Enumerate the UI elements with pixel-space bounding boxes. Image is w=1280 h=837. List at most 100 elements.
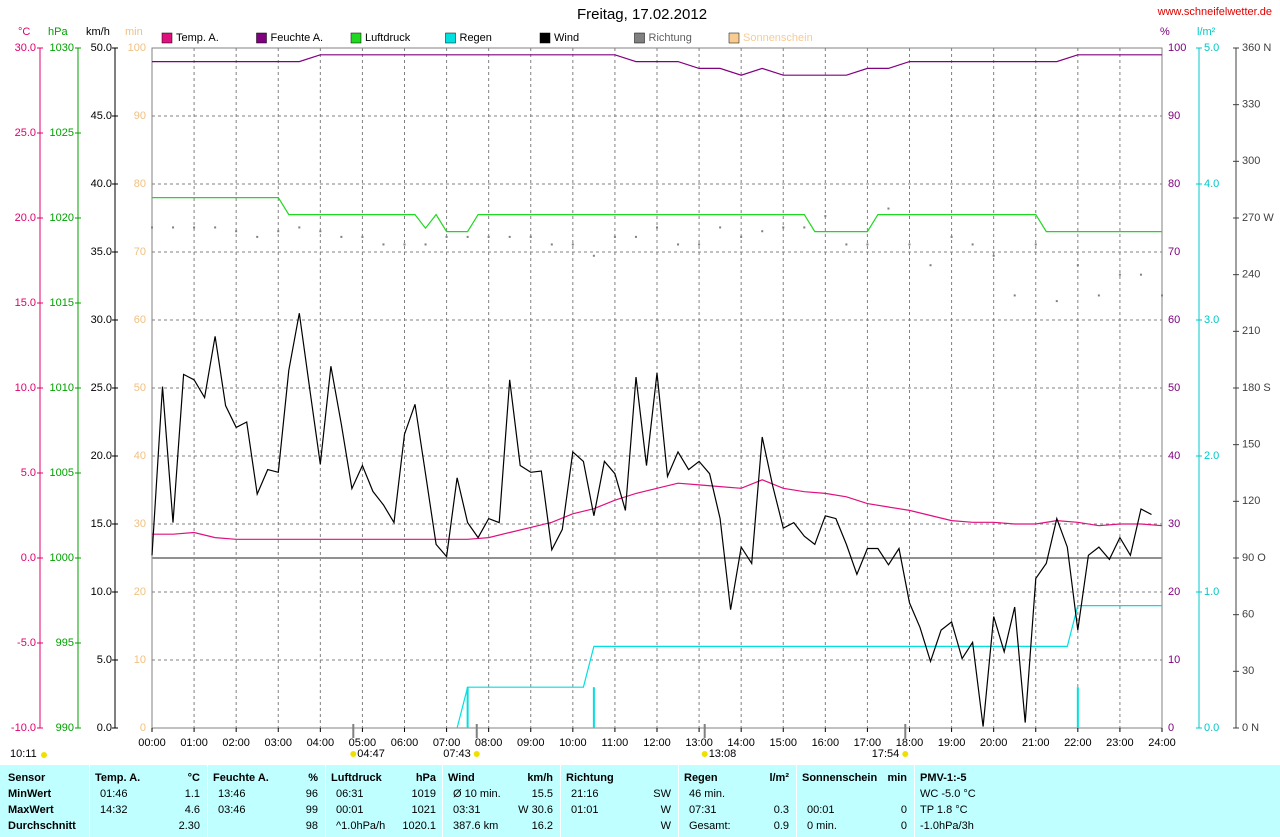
cell: WC -5.0 °C [920, 788, 976, 800]
cell: W 30.6 [518, 804, 553, 816]
series-line [456, 605, 1162, 729]
column-separator [796, 765, 797, 837]
cell: 46 min. [689, 788, 726, 800]
y-tick-label: 30 [1168, 518, 1180, 530]
y-tick-label: 2.0 [1204, 450, 1219, 462]
cell: 1021 [411, 804, 436, 816]
y-tick-label: 25.0 [91, 382, 112, 394]
x-tick-label: 10:00 [559, 737, 587, 749]
legend-label: Richtung [649, 32, 692, 44]
direction-dot [719, 226, 722, 229]
group-name: PMV-1:-5 [920, 772, 967, 784]
axis-unit: l/m² [1197, 26, 1216, 38]
y-tick-label: 30 [1242, 665, 1254, 677]
cell: 06:31 [336, 788, 364, 800]
y-tick-label: 35.0 [91, 246, 112, 258]
column-separator [560, 765, 561, 837]
direction-dot [298, 226, 301, 229]
y-tick-label: 1020 [50, 212, 74, 224]
group-name: Luftdruck [331, 772, 382, 784]
day-length: 10:11 [10, 748, 37, 760]
x-tick-label: 19:00 [938, 737, 966, 749]
series-line [152, 54, 1162, 76]
y-tick-label: 5.0 [97, 654, 112, 666]
y-tick-label: 50.0 [91, 42, 112, 54]
x-tick-label: 08:00 [475, 737, 503, 749]
rain-bar [1076, 687, 1079, 728]
chart-title: Freitag, 17.02.2012 [577, 6, 707, 23]
column-separator [207, 765, 208, 837]
y-tick-label: 1030 [50, 42, 74, 54]
y-tick-label: 80 [134, 178, 146, 190]
y-tick-label: 90 [1168, 110, 1180, 122]
y-tick-label: 180 S [1242, 382, 1271, 394]
direction-dot [256, 235, 259, 238]
column-separator [678, 765, 679, 837]
row-label: Durchschnitt [8, 820, 76, 832]
y-tick-label: 20.0 [15, 212, 36, 224]
direction-dot [992, 254, 995, 257]
legend-label: Temp. A. [176, 32, 219, 44]
annotation: 13:08 [709, 748, 737, 760]
column-separator [325, 765, 326, 837]
y-tick-label: 210 [1242, 325, 1260, 337]
rain-bar [592, 687, 595, 728]
x-tick-label: 17:00 [854, 737, 882, 749]
direction-dot [866, 243, 869, 246]
x-tick-label: 13:00 [685, 737, 713, 749]
y-tick-label: 10.0 [91, 586, 112, 598]
direction-dot [613, 235, 616, 238]
direction-dot [1139, 273, 1142, 276]
y-tick-label: 70 [1168, 246, 1180, 258]
direction-dot [908, 243, 911, 246]
x-tick-label: 16:00 [812, 737, 840, 749]
direction-dot [1076, 264, 1079, 267]
cell: 2.30 [178, 820, 200, 832]
row-label: MaxWert [8, 804, 54, 816]
y-tick-label: 5.0 [1204, 42, 1219, 54]
column-separator [89, 765, 90, 837]
cell: TP 1.8 °C [920, 804, 968, 816]
y-tick-label: 0.0 [21, 552, 36, 564]
direction-dot [677, 243, 680, 246]
direction-dot [761, 230, 764, 233]
annotation: 04:47 [357, 748, 385, 760]
legend-label: Luftdruck [365, 32, 411, 44]
direction-dot [740, 235, 743, 238]
y-tick-label: 60 [1242, 609, 1254, 621]
cell: W [660, 804, 671, 816]
y-tick-label: 30.0 [91, 314, 112, 326]
axis-unit: hPa [48, 26, 68, 38]
axis-unit: % [1160, 26, 1170, 38]
direction-dot [466, 235, 469, 238]
y-tick-label: 15.0 [15, 297, 36, 309]
y-tick-label: 10.0 [15, 382, 36, 394]
y-tick-label: 0.0 [1204, 722, 1219, 734]
direction-dot [403, 243, 406, 246]
y-tick-label: 45.0 [91, 110, 112, 122]
y-tick-label: 20 [1168, 586, 1180, 598]
legend-label: Feuchte A. [271, 32, 324, 44]
y-tick-label: -10.0 [11, 722, 36, 734]
column-separator [442, 765, 443, 837]
series-line [152, 479, 1163, 540]
y-tick-label: 0 N [1242, 722, 1259, 734]
column-separator [914, 765, 915, 837]
x-tick-label: 06:00 [391, 737, 419, 749]
cell: 4.6 [184, 804, 200, 816]
direction-dot [929, 264, 932, 267]
cell: 96 [305, 788, 318, 800]
axis-unit: °C [18, 26, 30, 38]
cell: 00:01 [807, 804, 835, 816]
x-tick-label: 23:00 [1106, 737, 1134, 749]
group-name: Temp. A. [95, 772, 141, 784]
x-tick-label: 20:00 [980, 737, 1008, 749]
x-tick-label: 14:00 [727, 737, 755, 749]
y-tick-label: 80 [1168, 178, 1180, 190]
direction-dot [887, 207, 890, 210]
direction-dot [698, 243, 701, 246]
x-tick-label: 07:00 [433, 737, 461, 749]
direction-dot [803, 226, 806, 229]
x-tick-label: 21:00 [1022, 737, 1050, 749]
